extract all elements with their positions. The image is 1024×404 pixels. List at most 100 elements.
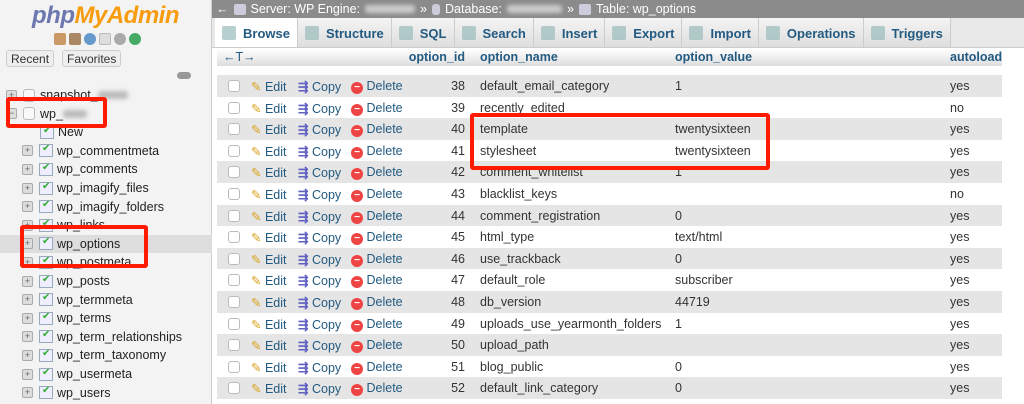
row-checkbox[interactable] <box>228 274 240 287</box>
copy-link[interactable]: ⇶ Copy <box>298 382 342 397</box>
edit-link[interactable]: ✎ Edit <box>251 188 287 202</box>
recent-button[interactable]: Recent <box>6 50 55 67</box>
sidebar-item-wp-commentmeta[interactable]: +wp_commentmeta <box>0 142 212 160</box>
tab-search[interactable]: Search <box>454 18 534 47</box>
row-checkbox[interactable] <box>228 144 240 157</box>
copy-link[interactable]: ⇶ Copy <box>298 166 342 181</box>
expand-icon[interactable]: + <box>22 312 33 324</box>
expand-icon[interactable]: + <box>22 275 33 287</box>
sidebar-item-wp-posts[interactable]: +wp_posts <box>0 272 212 290</box>
row-checkbox[interactable] <box>228 188 240 200</box>
expand-icon[interactable]: + <box>22 368 33 380</box>
edit-link[interactable]: ✎ Edit <box>251 80 287 94</box>
delete-link[interactable]: − Delete <box>351 209 403 224</box>
tab-export[interactable]: Export <box>605 18 683 47</box>
row-checkbox[interactable] <box>228 360 240 373</box>
sidebar-item-wp-options[interactable]: +wp_options <box>0 234 212 253</box>
tab-operations[interactable]: Operations <box>758 18 864 47</box>
row-checkbox[interactable] <box>228 209 240 222</box>
docs-icon[interactable] <box>99 33 111 45</box>
sidebar-item-wp-users[interactable]: +wp_users <box>0 384 212 402</box>
expand-icon[interactable]: + <box>22 182 33 194</box>
sidebar-item-wp-comments[interactable]: +wp_comments <box>0 160 212 178</box>
sidebar-item-wp-term-taxonomy[interactable]: +wp_term_taxonomy <box>0 346 212 364</box>
expand-icon[interactable]: + <box>22 145 33 157</box>
copy-link[interactable]: ⇶ Copy <box>298 123 342 138</box>
phpmyadmin-logo[interactable]: phpMyAdmin <box>32 2 179 29</box>
delete-link[interactable]: − Delete <box>351 360 403 375</box>
edit-link[interactable]: ✎ Edit <box>251 317 287 332</box>
sidebar-item-wp-imagify-files[interactable]: +wp_imagify_files <box>0 179 212 197</box>
row-checkbox[interactable] <box>228 252 240 265</box>
edit-link[interactable]: ✎ Edit <box>251 339 287 354</box>
column-resize-arrows-icon[interactable]: ←T→ <box>223 50 256 64</box>
column-header-option-value[interactable]: option_value <box>675 50 753 64</box>
reload-icon[interactable] <box>129 33 141 45</box>
delete-link[interactable]: − Delete <box>351 101 403 116</box>
delete-link[interactable]: − Delete <box>351 144 403 159</box>
copy-link[interactable]: ⇶ Copy <box>298 360 342 375</box>
delete-link[interactable]: − Delete <box>351 187 403 202</box>
edit-link[interactable]: ✎ Edit <box>251 144 287 159</box>
sidebar-item-wp-usermeta[interactable]: +wp_usermeta <box>0 365 212 383</box>
delete-link[interactable]: − Delete <box>351 79 403 94</box>
row-checkbox[interactable] <box>228 382 240 395</box>
favorites-button[interactable]: Favorites <box>62 50 122 67</box>
edit-link[interactable]: ✎ Edit <box>251 252 287 267</box>
expand-icon[interactable]: + <box>22 387 33 399</box>
edit-link[interactable]: ✎ Edit <box>251 360 287 375</box>
tab-triggers[interactable]: Triggers <box>863 18 951 47</box>
copy-link[interactable]: ⇶ Copy <box>298 188 342 202</box>
copy-link[interactable]: ⇶ Copy <box>298 231 342 246</box>
expand-icon[interactable]: + <box>22 331 33 343</box>
breadcrumb-server[interactable]: Server: WP Engine: <box>250 2 361 16</box>
back-arrow-icon[interactable]: ← <box>216 2 229 16</box>
copy-link[interactable]: ⇶ Copy <box>298 209 342 224</box>
edit-link[interactable]: ✎ Edit <box>251 231 287 246</box>
row-checkbox[interactable] <box>228 317 240 330</box>
row-checkbox[interactable] <box>228 231 240 244</box>
edit-link[interactable]: ✎ Edit <box>251 274 287 289</box>
delete-link[interactable]: − Delete <box>351 381 403 397</box>
expand-icon[interactable]: + <box>22 201 33 213</box>
edit-link[interactable]: ✎ Edit <box>251 209 287 224</box>
breadcrumb-database[interactable]: Database: <box>445 2 502 16</box>
copy-link[interactable]: ⇶ Copy <box>298 296 342 310</box>
delete-link[interactable]: − Delete <box>351 295 403 310</box>
copy-link[interactable]: ⇶ Copy <box>298 339 342 354</box>
column-header-option-name[interactable]: option_name <box>480 50 558 64</box>
edit-link[interactable]: ✎ Edit <box>251 101 287 116</box>
sidebar-item-wp-termmeta[interactable]: +wp_termmeta <box>0 291 212 309</box>
row-checkbox[interactable] <box>228 123 240 136</box>
expand-icon[interactable]: + <box>22 163 33 175</box>
copy-link[interactable]: ⇶ Copy <box>298 274 342 289</box>
tree-new[interactable]: New <box>0 123 212 141</box>
row-checkbox[interactable] <box>228 101 240 114</box>
edit-link[interactable]: ✎ Edit <box>251 166 287 181</box>
home-icon[interactable] <box>54 33 66 45</box>
settings-icon[interactable] <box>114 33 126 45</box>
delete-link[interactable]: − Delete <box>351 122 403 138</box>
row-checkbox[interactable] <box>228 166 240 179</box>
copy-link[interactable]: ⇶ Copy <box>298 80 342 94</box>
logout-icon[interactable] <box>69 33 81 45</box>
tab-structure[interactable]: Structure <box>297 18 392 47</box>
tab-browse[interactable]: Browse <box>215 18 298 47</box>
expand-icon[interactable]: + <box>22 349 33 361</box>
sidebar-item-wp-terms[interactable]: +wp_terms <box>0 309 212 327</box>
tab-import[interactable]: Import <box>682 18 759 47</box>
row-checkbox[interactable] <box>228 80 240 92</box>
sidebar-item-wp-imagify-folders[interactable]: +wp_imagify_folders <box>0 198 212 216</box>
edit-link[interactable]: ✎ Edit <box>251 296 287 310</box>
tab-sql[interactable]: SQL <box>391 18 455 47</box>
copy-link[interactable]: ⇶ Copy <box>298 101 342 116</box>
delete-link[interactable]: − Delete <box>351 273 403 289</box>
row-checkbox[interactable] <box>228 339 240 352</box>
edit-link[interactable]: ✎ Edit <box>251 382 287 397</box>
delete-link[interactable]: − Delete <box>351 230 403 246</box>
column-header-option-id[interactable]: option_id <box>408 50 465 64</box>
delete-link[interactable]: − Delete <box>351 252 403 267</box>
copy-link[interactable]: ⇶ Copy <box>298 252 342 267</box>
link-icon[interactable] <box>177 72 191 79</box>
help-icon[interactable] <box>84 33 96 45</box>
